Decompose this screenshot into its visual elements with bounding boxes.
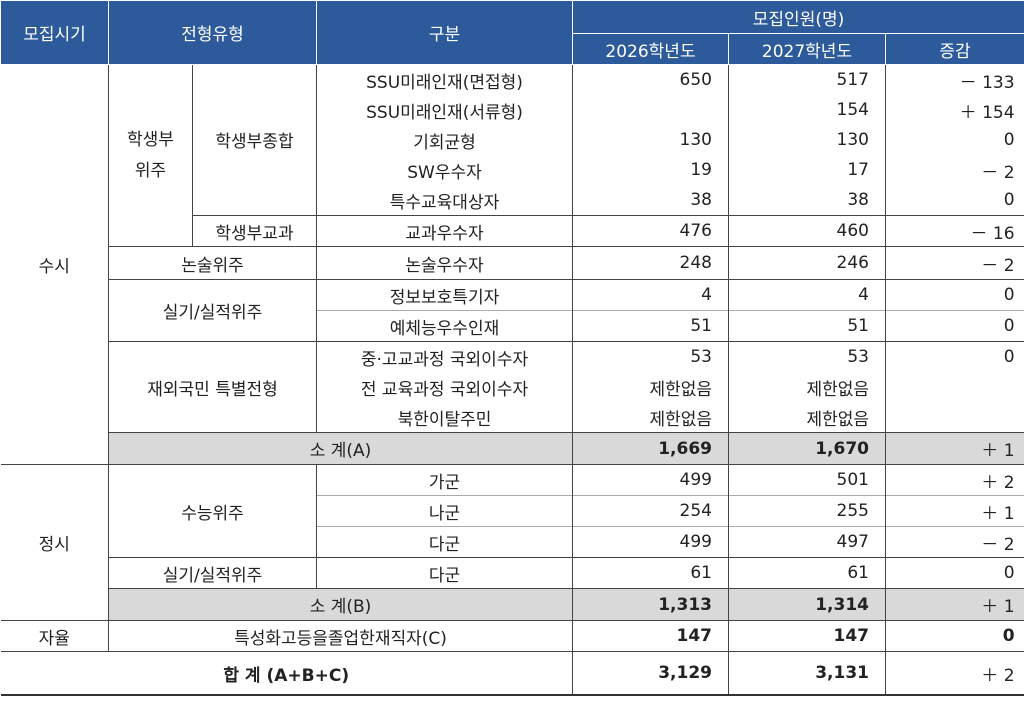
cell-2026: 254	[572, 495, 729, 527]
cell-2026: 650	[572, 64, 729, 95]
header-type: 전형유형	[108, 0, 317, 65]
total-2026: 3,129	[572, 651, 729, 696]
table-row-category: SW우수자	[316, 155, 573, 185]
subtotal-a-change: ＋ 1	[884, 432, 1024, 465]
cell-2027: 501	[728, 464, 886, 496]
cell-2026: 19	[572, 155, 729, 185]
jeongsi-label: 정시	[0, 464, 109, 621]
table-row-category: 특수교육대상자	[316, 185, 573, 216]
table-row-category: 기회균형	[316, 125, 573, 155]
cell-2026: 499	[572, 464, 729, 496]
header-quota: 모집인원(명)	[571, 0, 1024, 34]
table-row-category: 전 교육과정 국외이수자	[316, 372, 573, 402]
cell-change: 0	[884, 557, 1024, 589]
jayul-change: 0	[884, 620, 1024, 652]
cell-change: ＋ 1	[884, 495, 1024, 527]
cell-2026: 제한없음	[572, 402, 729, 433]
table-row-category: 교과우수자	[316, 215, 573, 247]
cell-2027: 38	[728, 185, 886, 216]
table-row-category: 중·고교과정 국외이수자	[316, 341, 573, 372]
cell-2026: 51	[572, 310, 729, 342]
table-row-category: 다군	[316, 557, 573, 589]
header-2026: 2026학년도	[572, 33, 729, 65]
cell-2027: 51	[728, 310, 886, 342]
cell-2026: 53	[572, 341, 729, 372]
table-row-category: 예체능우수인재	[316, 310, 573, 342]
total-change: ＋ 2	[884, 651, 1024, 696]
cell-change	[884, 372, 1024, 402]
cell-2027: 154	[728, 95, 886, 125]
jayul-2027: 147	[728, 620, 886, 652]
cell-2026: 제한없음	[572, 372, 729, 402]
cell-2027: 517	[728, 64, 886, 95]
cell-change: － 2	[884, 526, 1024, 558]
cell-change: － 2	[884, 155, 1024, 185]
table-row-category: 가군	[316, 464, 573, 496]
jonghap-label: 학생부종합	[192, 64, 317, 216]
table-row-category: SSU미래인재(서류형)	[316, 95, 573, 125]
cell-change: ＋ 2	[884, 464, 1024, 496]
silgi-label: 실기/실적위주	[108, 279, 317, 342]
cell-change: － 133	[884, 64, 1024, 95]
cell-2026: 4	[572, 279, 729, 311]
cell-2027: 255	[728, 495, 886, 527]
table-row-category: SSU미래인재(면접형)	[316, 64, 573, 95]
table-row-category: 정보보호특기자	[316, 279, 573, 311]
admission-quota-table: 모집시기 전형유형 구분 모집인원(명) 2026학년도 2027학년도 증감 …	[0, 0, 1024, 696]
cell-2026: 248	[572, 246, 729, 280]
hakseng-label: 학생부 위주	[108, 64, 193, 247]
jeongsi-silgi-label: 실기/실적위주	[108, 557, 317, 589]
total-label: 합 계 (A+B+C)	[0, 651, 573, 696]
cell-change: 0	[884, 185, 1024, 216]
cell-2026: 61	[572, 557, 729, 589]
suneung-label: 수능위주	[108, 464, 317, 558]
subtotal-a-2026: 1,669	[572, 432, 729, 465]
nonsul-label: 논술위주	[108, 246, 317, 280]
header-category: 구분	[316, 0, 573, 65]
cell-2027: 4	[728, 279, 886, 311]
subtotal-b-2026: 1,313	[572, 588, 729, 621]
cell-2026: 499	[572, 526, 729, 558]
jayul-label: 자율	[0, 620, 109, 652]
subtotal-b-2027: 1,314	[728, 588, 886, 621]
header-period: 모집시기	[0, 0, 109, 65]
cell-2026: 130	[572, 125, 729, 155]
cell-2027: 제한없음	[728, 402, 886, 433]
table-row-category: 다군	[316, 526, 573, 558]
susi-label: 수시	[0, 64, 109, 465]
cell-2027: 460	[728, 215, 886, 247]
cell-change	[884, 402, 1024, 433]
gyogwa-label: 학생부교과	[192, 215, 317, 247]
subtotal-b-change: ＋ 1	[884, 588, 1024, 621]
table-row-category: 논술우수자	[316, 246, 573, 280]
cell-2027: 53	[728, 341, 886, 372]
cell-2027: 61	[728, 557, 886, 589]
cell-change: － 16	[884, 215, 1024, 247]
cell-2026: 476	[572, 215, 729, 247]
cell-2027: 497	[728, 526, 886, 558]
cell-change: 0	[884, 341, 1024, 372]
cell-change: 0	[884, 125, 1024, 155]
subtotal-a-2027: 1,670	[728, 432, 886, 465]
table-row-category: 나군	[316, 495, 573, 527]
header-2027: 2027학년도	[728, 33, 886, 65]
cell-change: － 2	[884, 246, 1024, 280]
total-2027: 3,131	[728, 651, 886, 696]
cell-2027: 130	[728, 125, 886, 155]
jaeoe-label: 재외국민 특별전형	[108, 341, 317, 433]
table-row-category: 북한이탈주민	[316, 402, 573, 433]
cell-change: 0	[884, 279, 1024, 311]
header-change: 증감	[884, 33, 1024, 65]
cell-2027: 246	[728, 246, 886, 280]
cell-2026: 38	[572, 185, 729, 216]
subtotal-b-label: 소 계(B)	[108, 588, 573, 621]
subtotal-a-label: 소 계(A)	[108, 432, 573, 465]
cell-2026	[572, 95, 729, 125]
cell-change: ＋ 154	[884, 95, 1024, 125]
jayul-2026: 147	[572, 620, 729, 652]
jayul-category: 특성화고등을졸업한재직자(C)	[108, 620, 573, 652]
cell-2027: 17	[728, 155, 886, 185]
cell-change: 0	[884, 310, 1024, 342]
cell-2027: 제한없음	[728, 372, 886, 402]
